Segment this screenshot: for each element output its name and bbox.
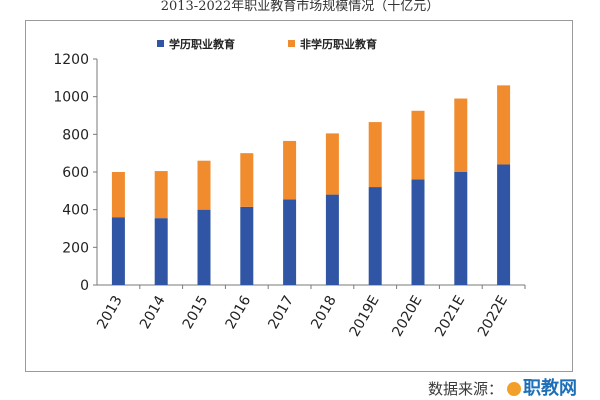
x-tick-label: 2014	[137, 293, 169, 332]
x-tick-label: 2020E	[389, 293, 425, 340]
x-tick-label: 2013	[94, 293, 126, 332]
watermark-logo: 职教网	[507, 378, 577, 400]
bar-academic-2016	[240, 206, 254, 285]
legend-label-1: 学历职业教育	[169, 37, 235, 51]
watermark-text: 职教网	[523, 378, 578, 399]
bar-non-academic-2022E	[497, 85, 511, 165]
y-tick-label: 800	[62, 127, 89, 143]
bar-non-academic-2018	[325, 133, 339, 195]
chart-frame	[25, 20, 573, 372]
bar-academic-2020E	[411, 179, 425, 285]
bar-non-academic-2013	[111, 172, 125, 218]
bar-non-academic-2014	[154, 171, 168, 219]
source-footer: 数据来源： 职教网	[428, 378, 577, 400]
watermark-dot-icon	[507, 382, 522, 396]
legend-label-2: 非学历职业教育	[300, 37, 377, 51]
chart-title: 2013-2022年职业教育市场规模情况（十亿元）	[160, 0, 440, 14]
bar-academic-2019E	[368, 187, 382, 285]
x-tick-label: 2021E	[432, 293, 468, 340]
source-label: 数据来源：	[428, 380, 504, 398]
legend-swatch-1	[157, 40, 164, 47]
bar-non-academic-2021E	[454, 98, 468, 172]
y-tick-label: 600	[62, 165, 89, 181]
bar-academic-2015	[197, 209, 211, 285]
x-tick-label: 2018	[308, 293, 340, 332]
bar-academic-2017	[283, 199, 297, 285]
x-tick-label: 2019E	[347, 293, 383, 340]
y-tick-label: 200	[62, 240, 89, 256]
bar-non-academic-2016	[240, 153, 254, 207]
bar-non-academic-2017	[283, 140, 297, 200]
x-tick-label: 2016	[223, 293, 255, 332]
legend-swatch-2	[288, 40, 295, 47]
x-tick-label: 2015	[180, 293, 212, 332]
bar-academic-2021E	[454, 172, 468, 285]
bar-academic-2022E	[497, 164, 511, 285]
y-tick-label: 0	[80, 278, 89, 294]
bar-non-academic-2020E	[411, 110, 425, 180]
bar-non-academic-2019E	[368, 122, 382, 188]
x-tick-label: 2022E	[475, 293, 511, 340]
y-tick-label: 1000	[53, 90, 89, 106]
bar-academic-2018	[325, 194, 339, 285]
bar-non-academic-2015	[197, 160, 211, 210]
bar-academic-2014	[154, 218, 168, 285]
x-tick-label: 2017	[265, 293, 297, 332]
y-tick-label: 400	[62, 203, 89, 219]
bar-academic-2013	[111, 217, 125, 285]
y-tick-label: 1200	[53, 52, 89, 68]
